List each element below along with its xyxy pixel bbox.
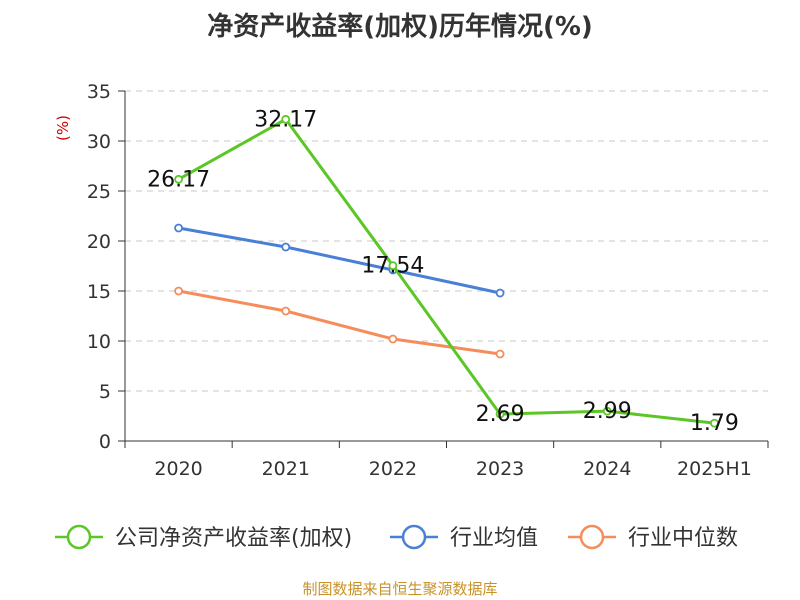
x-tick-label: 2020 <box>154 458 202 480</box>
data-label: 2.69 <box>476 402 525 427</box>
data-point <box>388 261 398 271</box>
data-label: 2.99 <box>583 399 632 424</box>
y-tick-label: 25 <box>87 181 111 203</box>
source-note: 制图数据来自恒生聚源数据库 <box>302 580 498 598</box>
data-point <box>281 242 291 252</box>
legend-item-0[interactable]: 公司净资产收益率(加权) <box>55 524 352 551</box>
data-point <box>174 174 183 184</box>
legend-label: 行业中位数 <box>628 526 738 551</box>
data-label: 1.79 <box>690 411 739 436</box>
data-label: 32.17 <box>254 107 317 132</box>
data-label: 26.17 <box>147 167 210 192</box>
y-tick-label: 35 <box>87 81 111 103</box>
series-line-2 <box>178 289 501 356</box>
y-tick-label: 30 <box>87 131 111 153</box>
legend-item-2[interactable]: 行业中位数 <box>568 524 738 551</box>
axes: 0 5 10 15 20 25 30 35 2020 2021 2022 2023 2024 2025H1… <box>54 81 769 480</box>
data-point <box>495 288 505 298</box>
legend-item-1[interactable]: 行业均值 <box>390 524 538 551</box>
x-tick-label: 2023 <box>476 458 524 480</box>
data-point <box>281 114 291 124</box>
legend-label: 行业均值 <box>450 526 538 551</box>
data-point <box>281 306 291 316</box>
legend-marker <box>579 524 605 550</box>
data-point <box>174 286 183 296</box>
y-tick-label: 20 <box>87 231 111 253</box>
y-tick-label: 5 <box>99 381 111 403</box>
data-point <box>602 406 612 416</box>
y-tick-label: 15 <box>87 281 111 303</box>
data-point <box>710 418 719 428</box>
series-layer <box>174 114 719 428</box>
y-tick-label: 0 <box>99 431 111 453</box>
x-tick-label: 2021 <box>262 458 310 480</box>
x-tick-label: 2025H1 <box>677 458 752 480</box>
legend-marker <box>401 524 427 550</box>
series-line-0 <box>177 117 715 425</box>
data-point <box>174 223 183 233</box>
data-point <box>495 349 505 359</box>
x-tick-label: 2022 <box>369 458 417 480</box>
data-point <box>495 409 505 419</box>
x-tick-label: 2024 <box>583 458 631 480</box>
y-axis-unit: (%) <box>54 115 72 141</box>
y-tick-label: 10 <box>87 331 111 353</box>
data-point <box>388 334 398 344</box>
data-labels: 26.17 32.17 17.54 2.69 2.99 1.79 <box>147 107 739 436</box>
data-label: 17.54 <box>361 254 424 279</box>
legend-marker <box>66 524 92 550</box>
legend: 公司净资产收益率(加权) 行业均值 行业中位数 <box>55 524 738 551</box>
chart-title: 净资产收益率(加权)历年情况(%) <box>207 12 593 42</box>
legend-label: 公司净资产收益率(加权) <box>115 526 352 551</box>
series-line-1 <box>178 226 501 295</box>
